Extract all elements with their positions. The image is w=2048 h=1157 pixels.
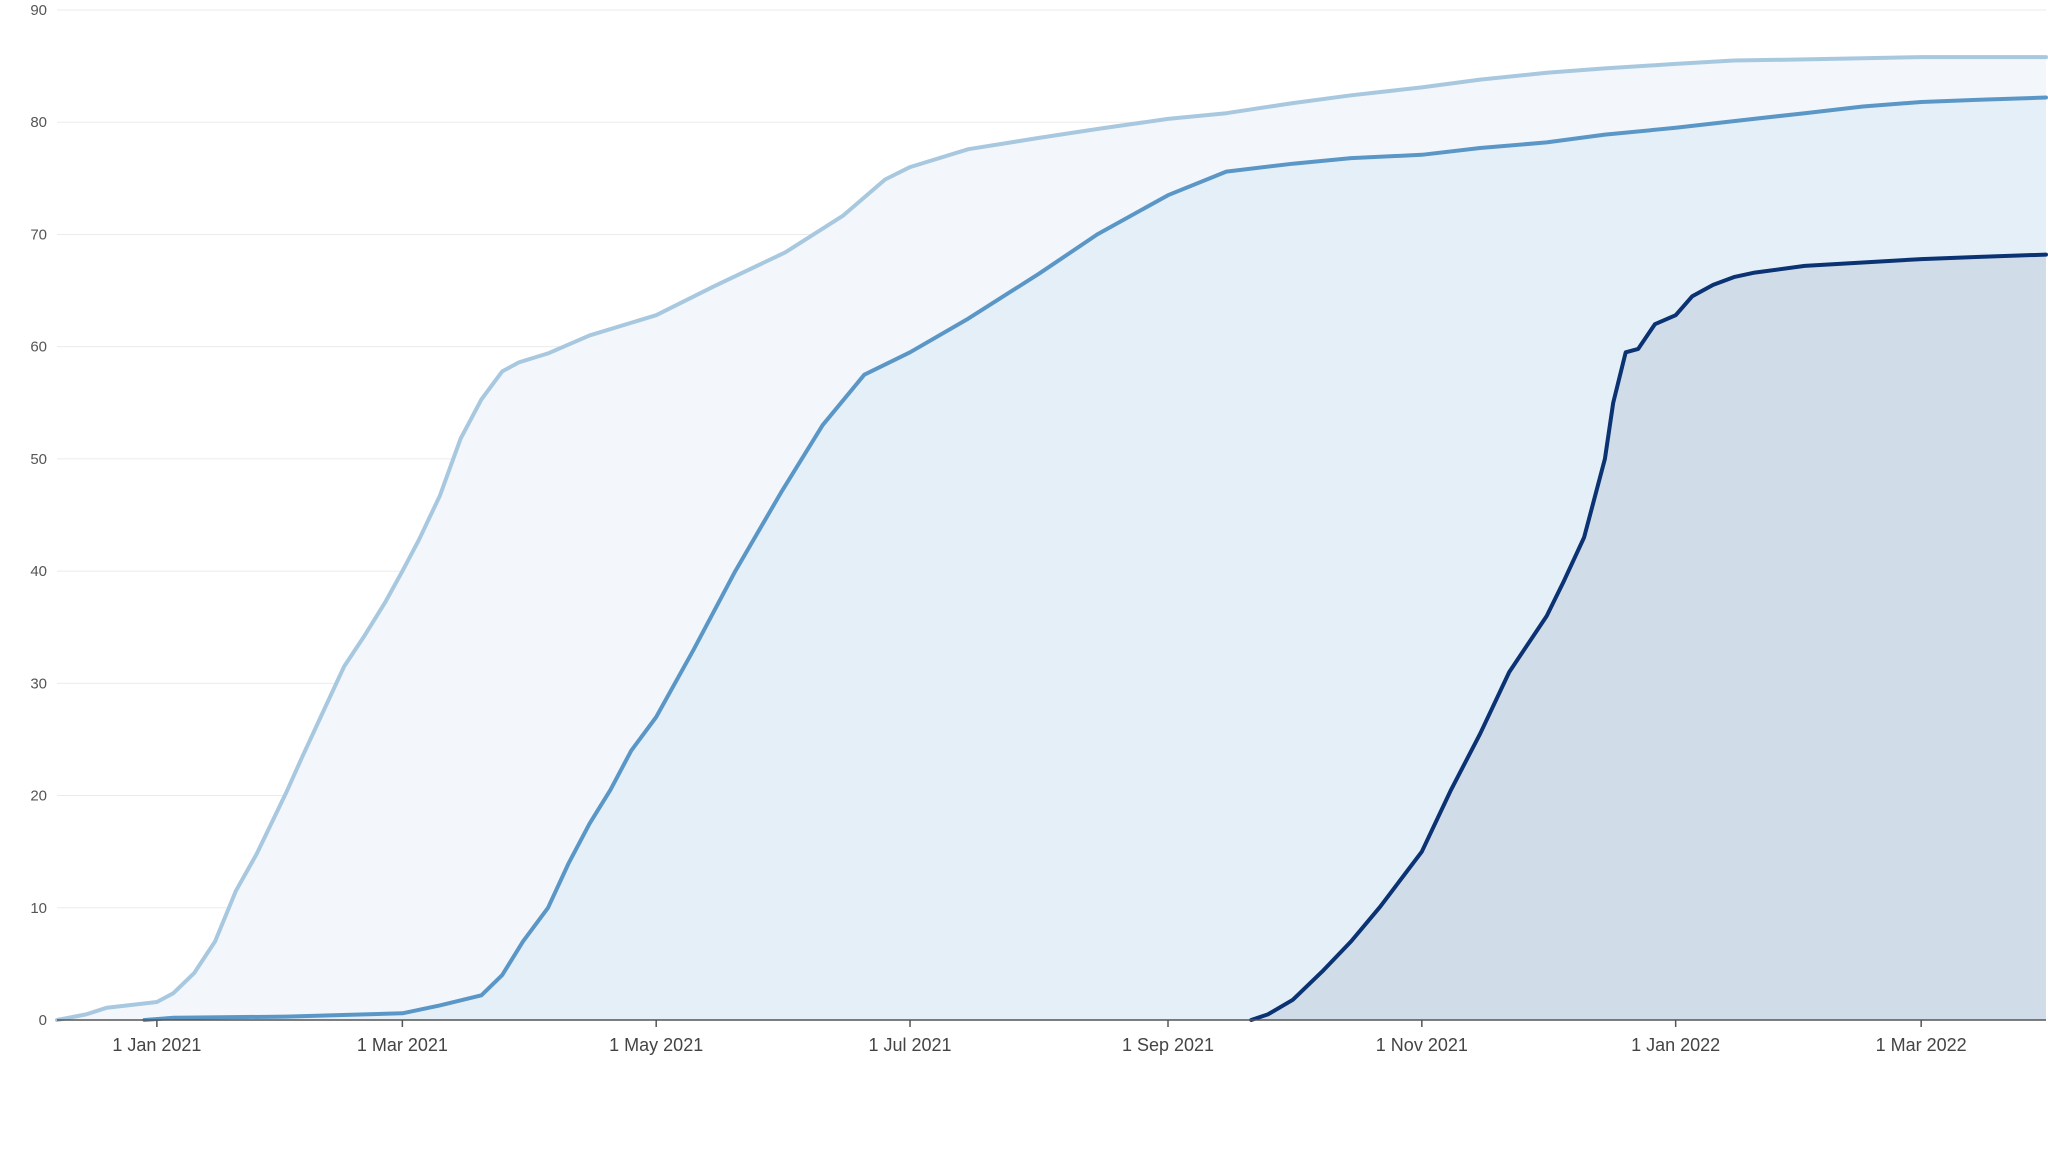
y-tick-label-50: 50 (30, 451, 47, 468)
axes: 0 10 20 30 40 50 60 70 80 90 1 Jan 2021 1 Mar 2021 1… (30, 2, 2046, 1055)
x-tick-label-2: 1 May 2021 (609, 1035, 703, 1055)
series-line-2 (142, 95, 2048, 1022)
y-tick-label-80: 80 (30, 114, 47, 131)
x-tick-label-6: 1 Jan 2022 (1631, 1035, 1720, 1055)
x-tick-label-5: 1 Nov 2021 (1376, 1035, 1468, 1055)
series-line-1 (55, 55, 2048, 1022)
y-tick-label-90: 90 (30, 2, 47, 19)
y-tick-label-30: 30 (30, 675, 47, 692)
x-tick-label-7: 1 Mar 2022 (1876, 1035, 1967, 1055)
series-areas (57, 57, 2046, 1021)
y-tick-label-70: 70 (30, 226, 47, 243)
y-tick-label-20: 20 (30, 788, 47, 805)
series-line-3 (1249, 252, 2048, 1022)
x-tick-label-1: 1 Mar 2021 (357, 1035, 448, 1055)
x-tick-label-4: 1 Sep 2021 (1122, 1035, 1214, 1055)
y-tick-label-0: 0 (39, 1012, 47, 1029)
x-tick-label-3: 1 Jul 2021 (868, 1035, 951, 1055)
series-area-3 (1251, 254, 2046, 1021)
y-tick-label-60: 60 (30, 339, 47, 356)
y-tick-label-10: 10 (30, 900, 47, 917)
series-lines (55, 55, 2048, 1022)
x-tick-label-0: 1 Jan 2021 (112, 1035, 201, 1055)
y-tick-label-40: 40 (30, 563, 47, 580)
